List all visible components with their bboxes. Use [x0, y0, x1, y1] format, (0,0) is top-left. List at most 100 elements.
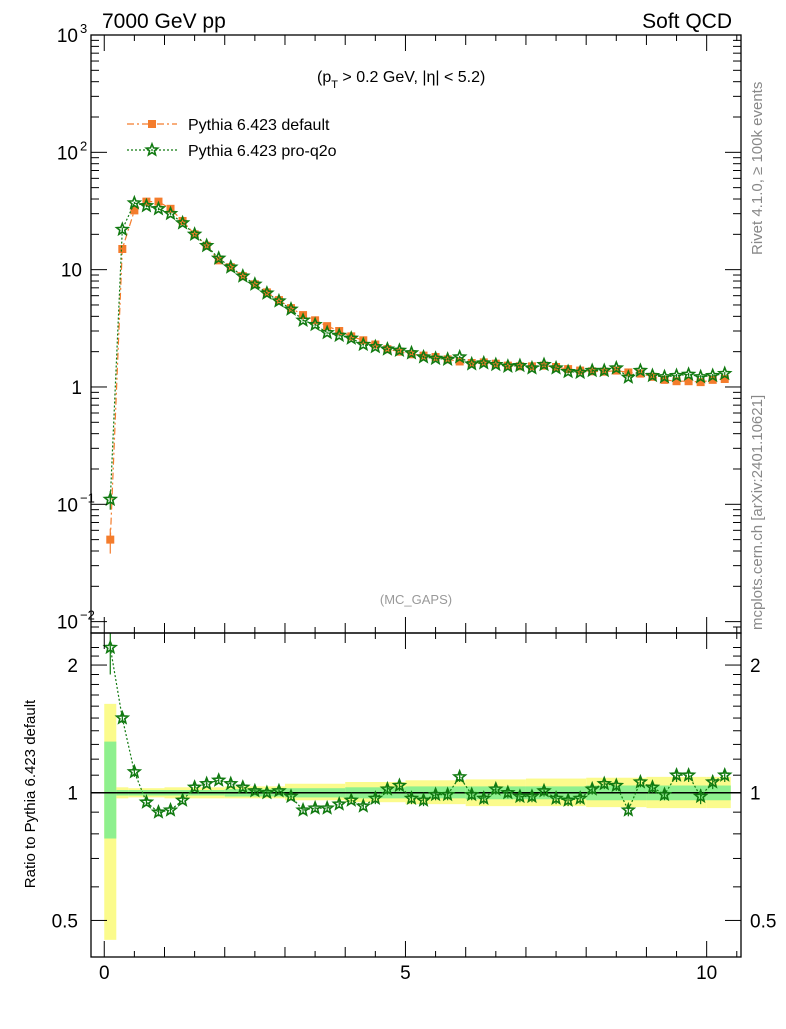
ratio-point: [463, 786, 480, 802]
proq2o-point: [644, 367, 661, 383]
y-tick-label: 1: [71, 378, 82, 399]
ratio-point: [524, 788, 540, 804]
default-point: [118, 244, 127, 253]
proq2o-point: [186, 226, 203, 241]
proq2o-point: [235, 267, 251, 283]
ratio-point: [716, 766, 733, 782]
ratio-point: [584, 780, 600, 796]
ratio-point: [259, 784, 275, 800]
ratio-point: [704, 773, 721, 789]
proq2o-point: [391, 342, 408, 358]
y-tick-exponent: −2: [80, 608, 95, 623]
watermark: (MC_GAPS): [380, 592, 452, 607]
default-point: [720, 374, 729, 383]
ratio-point: [295, 801, 311, 817]
proq2o-point: [102, 491, 119, 507]
ratio-point: [500, 784, 516, 800]
proq2o-point: [512, 357, 528, 373]
ratio-point: [307, 799, 323, 815]
proq2o-point: [548, 359, 564, 375]
default-point: [564, 365, 573, 374]
proq2o-point: [560, 363, 576, 379]
proq2o-point: [210, 250, 227, 265]
ratio-point: [319, 799, 335, 815]
proq2o-point: [138, 197, 155, 213]
proq2o-point: [451, 348, 468, 364]
default-point: [708, 375, 717, 384]
legend-label: Pythia 6.423 default: [188, 117, 330, 134]
ratio-point: [102, 639, 119, 655]
ratio-band-inner: [104, 741, 117, 839]
ratio-point: [488, 780, 504, 796]
ratio-point: [451, 768, 468, 784]
ratio-y-tick-label-right: 1: [750, 784, 761, 805]
ratio-point: [620, 801, 637, 817]
proq2o-point: [198, 237, 215, 253]
proq2o-point: [259, 284, 275, 300]
proq2o-point: [162, 205, 179, 221]
proq2o-point: [488, 356, 504, 372]
default-point: [672, 377, 681, 386]
default-point: [684, 377, 693, 386]
proq2o-point: [668, 367, 685, 383]
proq2o-point: [174, 214, 191, 230]
ratio-point: [391, 777, 408, 793]
default-point: [576, 366, 585, 375]
ratio-point: [162, 801, 179, 817]
ratio-point: [367, 790, 384, 805]
y-tick-exponent: 2: [80, 138, 87, 153]
ratio-point: [150, 803, 167, 819]
proq2o-point: [524, 359, 540, 375]
default-point: [347, 332, 356, 341]
default-point: [431, 353, 440, 362]
x-tick-label: 5: [400, 963, 411, 984]
ratio-point: [138, 793, 155, 809]
proq2o-point: [355, 336, 372, 352]
ratio-point: [186, 779, 203, 794]
proq2o-point: [283, 301, 299, 316]
rivet-label: Rivet 4.1.0, ≥ 100k events: [749, 82, 766, 255]
ratio-y-tick-label: 1: [67, 784, 78, 805]
proq2o-point: [331, 327, 347, 343]
proq2o-point: [704, 367, 721, 383]
ratio-point: [512, 788, 528, 804]
proq2o-point: [716, 365, 733, 381]
default-point: [419, 351, 428, 360]
ratio-point: [572, 790, 588, 805]
proq2o-point: [379, 340, 396, 356]
default-point: [106, 535, 115, 544]
ratio-y-tick-label: 0.5: [52, 911, 78, 932]
ratio-point: [247, 782, 263, 798]
proq2o-point: [271, 292, 287, 308]
ratio-point: [536, 782, 552, 798]
ratio-point: [283, 788, 299, 804]
ratio-point: [126, 763, 143, 779]
y-tick-label: 10: [61, 261, 82, 282]
x-tick-label: 0: [99, 963, 110, 984]
proq2o-point: [307, 316, 323, 332]
ratio-point: [656, 786, 673, 802]
ratio-point: [114, 709, 131, 725]
proq2o-point: [500, 358, 516, 373]
proq2o-point: [415, 348, 432, 364]
proq2o-point: [126, 194, 143, 210]
default-point: [371, 340, 380, 349]
legend-marker-star: [144, 141, 160, 157]
proq2o-point: [584, 362, 600, 378]
default-point: [527, 362, 536, 371]
ratio-point: [632, 773, 649, 789]
proq2o-point: [475, 354, 492, 370]
y-tick-exponent: −1: [80, 490, 95, 505]
ratio-ylabel: Ratio to Pythia 6.423 default: [22, 699, 39, 888]
ratio-y-tick-label-right: 2: [750, 656, 761, 677]
ratio-point: [692, 788, 709, 804]
proq2o-point: [295, 312, 311, 327]
ratio-point: [475, 790, 492, 805]
y-tick-label: 10: [57, 613, 78, 634]
ratio-point: [271, 782, 287, 798]
ratio-point: [608, 777, 625, 793]
ratio-point: [222, 775, 239, 791]
default-point: [696, 378, 705, 387]
ratio-point: [548, 790, 564, 805]
